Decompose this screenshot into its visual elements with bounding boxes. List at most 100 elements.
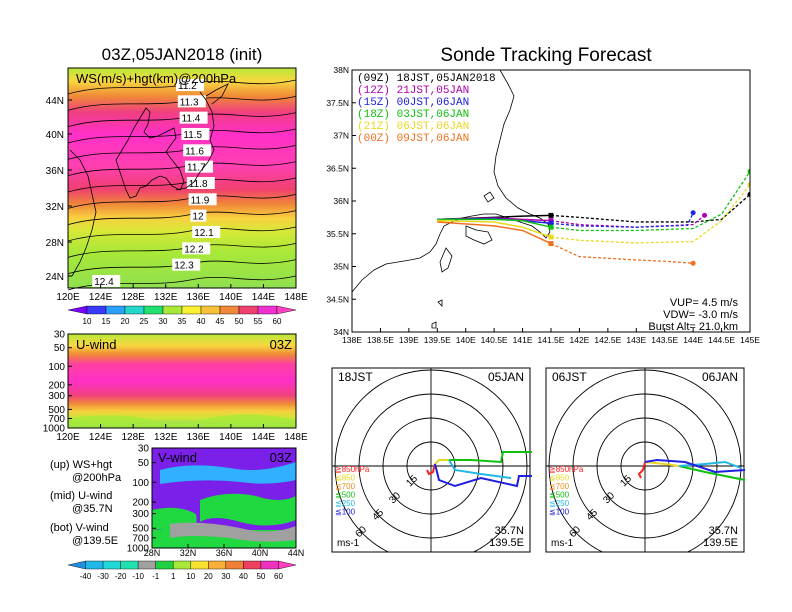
ws-colorbar: 10 15 20 25 30 35 40 45 50 55 60	[67, 305, 297, 326]
track-series-dashed	[550, 193, 750, 223]
ws-lat-tick-label: 28N	[46, 238, 64, 249]
height-contour-labels: 11.2 11.3 11.4 11.5 11.6 11.7 11.8 11.9 12 12.1 12…	[92, 79, 221, 288]
pressure-tick-label: 700	[48, 414, 65, 425]
hodograph-legend-entry: ≦100	[549, 508, 570, 517]
hodograph-lat: 35.7N	[495, 525, 524, 537]
vwind-colorbar-swatch	[190, 560, 209, 570]
track-x-tick-label: 142.5E	[594, 335, 621, 345]
track-end-marker	[702, 212, 708, 218]
vwind-colorbar-swatch	[208, 560, 227, 570]
track-burst-marker	[548, 241, 554, 247]
left-title: 03Z,05JAN2018 (init)	[102, 45, 263, 64]
caption-bot-line1: (bot) V-wind	[50, 522, 109, 534]
contour-label: 12.1	[194, 228, 214, 239]
hodograph-right-label: 05JAN	[488, 370, 524, 384]
track-x-tick-label: 141E	[513, 335, 533, 345]
vwind-colorbar-label: -30	[97, 572, 109, 581]
track-y-tick-label: 37N	[333, 131, 349, 141]
uwind-lon-tick-label: 140E	[219, 432, 243, 443]
ws-colorbar-label: 15	[102, 317, 111, 326]
ws-lon-tick-label: 120E	[56, 292, 80, 303]
hodograph-trace	[448, 459, 512, 479]
ws-colorbar-label: 35	[178, 317, 187, 326]
vwind-colorbar-swatch	[67, 560, 86, 570]
track-burst-marker	[548, 218, 554, 224]
track-series-dashed	[550, 242, 694, 264]
ws-lon-tick-label: 132E	[154, 292, 178, 303]
contour-label: 11.5	[183, 130, 202, 141]
track-series-solid	[437, 218, 552, 228]
vwind-lat-ticks: 28N 32N 36N 40N 44N	[144, 544, 304, 558]
uwind-lon-tick-label: 124E	[89, 432, 113, 443]
hodograph-legend-entry: ≦500	[335, 491, 356, 500]
right-title: Sonde Tracking Forecast	[440, 45, 652, 66]
hodograph-lat: 35.7N	[709, 525, 738, 537]
contour-label: 11.4	[182, 114, 201, 125]
track-end-marker	[690, 260, 696, 266]
hodograph-trace	[637, 461, 646, 479]
caption-mid-line2: @35.7N	[72, 503, 113, 515]
track-y-tick-label: 36N	[333, 196, 349, 206]
track-x-tick-label: 144.5E	[708, 335, 735, 345]
pressure-tick-label: 100	[132, 478, 149, 489]
hodograph-legend-entry: ≦700	[335, 482, 356, 491]
vwind-colorbar-swatch	[85, 560, 104, 570]
pressure-tick-label: 1000	[43, 424, 66, 435]
pressure-tick-label: 50	[138, 458, 150, 469]
pressure-tick-label: 50	[54, 343, 66, 354]
track-legend-entry: (09Z) 18JST,05JAN2018	[357, 73, 496, 85]
hodograph-left-label: 06JST	[552, 370, 587, 384]
track-y-tick-label: 38N	[333, 65, 349, 75]
ws-colorbar-swatch	[181, 305, 202, 315]
pressure-tick-label: 500	[132, 524, 149, 535]
hodograph-legend-entry: ≦250	[335, 499, 356, 508]
info-vup: VUP= 4.5 m/s	[670, 297, 739, 309]
uwind-lon-tick-label: 120E	[56, 432, 80, 443]
hodograph-unit: ms-1	[337, 538, 360, 549]
track-x-tick-label: 139E	[399, 335, 419, 345]
track-end-marker	[747, 182, 750, 188]
ws-colorbar-swatch	[86, 305, 107, 315]
track-x-ticks: 138E 138.5E 139E 139.5E 140E 140.5E 141E 141.5E…	[342, 328, 760, 345]
caption-bot-line2: @139.5E	[72, 535, 118, 547]
ws-colorbar-swatch	[257, 305, 278, 315]
vwind-colorbar-label: -10	[132, 572, 144, 581]
ws-lat-tick-label: 36N	[46, 166, 64, 177]
height-contour	[67, 210, 297, 226]
ws-colorbar-swatch	[162, 305, 183, 315]
track-series-solid	[437, 221, 552, 245]
track-legend: (09Z) 18JST,05JAN2018(12Z) 21JST,05JAN(1…	[357, 73, 496, 145]
vwind-colorbar-label: 30	[221, 572, 230, 581]
coastline-korea-japan	[115, 107, 185, 199]
ws-lat-ticks: 44N 40N 36N 32N 28N 24N	[46, 96, 72, 283]
track-x-tick-label: 143E	[626, 335, 646, 345]
contour-label: 11.7	[187, 163, 206, 174]
track-x-tick-label: 138E	[342, 335, 362, 345]
hodograph-unit: ms-1	[551, 538, 574, 549]
vwind-colorbar-label: -1	[152, 572, 160, 581]
uwind-label: U-wind	[76, 337, 116, 352]
captions: (up) WS+hgt @200hPa (mid) U-wind @35.7N …	[50, 459, 122, 547]
hodograph-legend-entry: ≦700	[549, 482, 570, 491]
ws-colorbar-swatch	[219, 305, 240, 315]
vwind-colorbar-label: 1	[171, 572, 176, 581]
track-x-tick-label: 144E	[683, 335, 703, 345]
caption-mid-line1: (mid) U-wind	[50, 490, 112, 502]
track-x-tick-label: 143.5E	[651, 335, 678, 345]
hodograph-legend-entry: ≦850	[335, 474, 356, 483]
track-legend-entry: (18Z) 03JST,06JAN	[357, 109, 469, 121]
vwind-colorbar-swatch	[260, 560, 279, 570]
hodograph-trace	[644, 458, 746, 474]
vwind-colorbar-swatch	[102, 560, 121, 570]
track-y-tick-label: 34.5N	[326, 294, 349, 304]
pressure-tick-label: 200	[132, 498, 149, 509]
hodograph-lon: 139.5E	[489, 537, 524, 549]
vwind-colorbar-label: 60	[274, 572, 283, 581]
ws-colorbar-swatch	[67, 305, 88, 315]
hodograph-legend-entry: ≦250	[549, 499, 570, 508]
contour-label: 12.3	[174, 261, 194, 272]
hodograph-trace	[426, 463, 436, 476]
